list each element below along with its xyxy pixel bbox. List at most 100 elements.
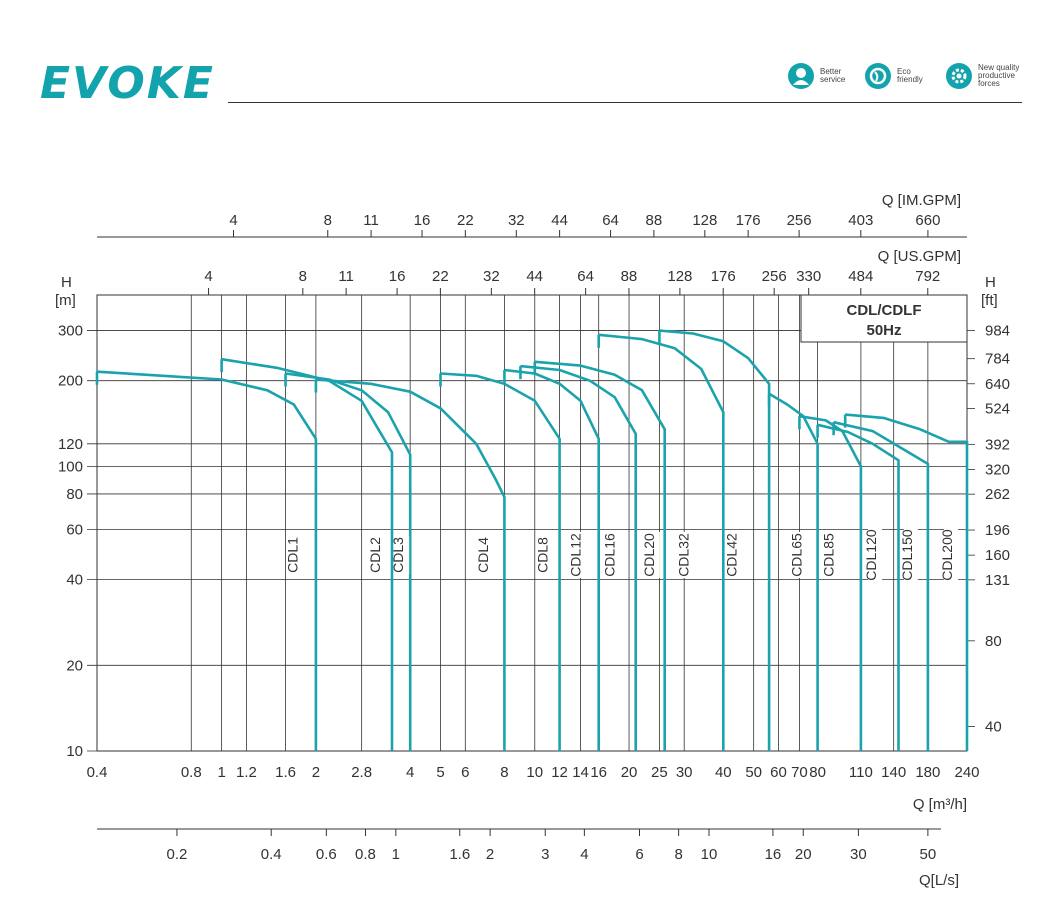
usgpm-tick-label: 8 <box>299 268 307 285</box>
series-label-bg <box>825 532 840 578</box>
series-label-bg <box>903 528 918 582</box>
y-right-tick-label: 196 <box>985 522 1010 539</box>
y-right-tick-label: 640 <box>985 376 1010 393</box>
y-right-axis-label: [ft] <box>981 292 998 309</box>
x-tick-label: 4 <box>406 764 414 781</box>
x-tick-label: 25 <box>651 764 668 781</box>
x-tick-label: 20 <box>621 764 638 781</box>
x-tick-label: 0.8 <box>181 764 202 781</box>
usgpm-tick-label: 64 <box>577 268 594 285</box>
x-tick-label: 2.8 <box>351 764 372 781</box>
y-left-axis-label-unit: [m] <box>55 292 76 309</box>
imgpm-tick-label: 128 <box>692 212 717 229</box>
y-right-tick-label: 984 <box>985 323 1010 340</box>
badge-label: Eco <box>897 67 911 76</box>
y-right-tick-label: 40 <box>985 718 1002 735</box>
series-label: CDL32 <box>676 533 692 577</box>
series-curve-cdl1 <box>96 370 318 751</box>
series-label: CDL200 <box>939 529 955 581</box>
imgpm-tick-label: 64 <box>602 212 619 229</box>
ls-tick-label: 20 <box>795 846 812 863</box>
x-tick-label: 180 <box>915 764 940 781</box>
series-label: CDL85 <box>821 533 837 577</box>
series-curve-cdl200 <box>845 413 969 751</box>
chart-labels: 0.4 0.8 1 1.2 1.6 2 2.8 4 5 6 8 10 12 14 16 20 25 30 40 50 6… <box>55 192 1010 889</box>
y-left-tick-label: 120 <box>58 436 83 453</box>
chart-curves <box>95 329 969 751</box>
usgpm-tick-label: 330 <box>796 268 821 285</box>
series-label: CDL42 <box>723 533 739 577</box>
ls-tick-label: 0.2 <box>167 846 188 863</box>
ls-tick-label: 6 <box>635 846 643 863</box>
y-right-tick-label: 160 <box>985 547 1010 564</box>
x-tick-label: 40 <box>715 764 732 781</box>
series-curve-cdl42 <box>659 329 771 751</box>
series-label-bg <box>868 528 883 582</box>
series-label-bg <box>793 532 808 578</box>
imgpm-tick-label: 176 <box>736 212 761 229</box>
imgpm-tick-label: 660 <box>915 212 940 229</box>
y-right-tick-label: 80 <box>985 633 1002 650</box>
usgpm-tick-label: 4 <box>204 268 212 285</box>
usgpm-tick-label: 256 <box>762 268 787 285</box>
y-right-tick-label: 320 <box>985 461 1010 478</box>
series-label-bg <box>371 536 386 574</box>
x-tick-label: 1.2 <box>236 764 257 781</box>
imgpm-tick-label: 88 <box>646 212 663 229</box>
y-right-tick-label: 262 <box>985 486 1010 503</box>
badge-label: productive <box>978 71 1015 80</box>
y-left-tick-label: 20 <box>66 657 83 674</box>
y-left-tick-label: 40 <box>66 572 83 589</box>
usgpm-tick-label: 16 <box>389 268 406 285</box>
x-tick-label: 110 <box>849 764 873 781</box>
series-label-bg <box>539 536 554 574</box>
badge-label: New quality <box>978 63 1020 72</box>
imgpm-tick-label: 11 <box>363 212 379 229</box>
series-label: CDL20 <box>641 533 657 577</box>
chart-title: CDL/CDLF <box>847 302 922 319</box>
series-label: CDL2 <box>367 537 383 573</box>
usgpm-tick-label: 88 <box>621 268 638 285</box>
gear-icon <box>946 63 972 89</box>
x-tick-label: 50 <box>745 764 762 781</box>
y-left-tick-label: 300 <box>58 323 83 340</box>
ls-tick-label: 0.4 <box>261 846 282 863</box>
badge-label: Better <box>820 67 842 76</box>
series-label-bg <box>680 532 695 578</box>
series-curve-cdl20 <box>534 360 666 751</box>
ls-tick-label: 30 <box>850 846 867 863</box>
series-curve-cdl3 <box>285 372 412 751</box>
service-person-icon <box>788 63 814 89</box>
x-tick-label: 10 <box>526 764 543 781</box>
usgpm-tick-label: 44 <box>526 268 543 285</box>
imgpm-tick-label: 403 <box>848 212 873 229</box>
usgpm-tick-label: 128 <box>667 268 692 285</box>
series-curve-cdl12 <box>504 368 600 751</box>
y-left-tick-label: 10 <box>66 743 83 760</box>
series-label: CDL16 <box>602 533 618 577</box>
ls-tick-label: 1.6 <box>449 846 470 863</box>
usgpm-axis-label: Q [US.GPM] <box>878 248 961 265</box>
y-left-tick-label: 60 <box>66 522 83 539</box>
series-label-bg <box>289 536 304 574</box>
series-curve-cdl4 <box>315 378 506 751</box>
series-label: CDL1 <box>285 537 301 573</box>
x-tick-label: 60 <box>770 764 787 781</box>
x-tick-label: 1.6 <box>275 764 296 781</box>
y-right-tick-label: 524 <box>985 400 1010 417</box>
y-right-tick-label: 784 <box>985 351 1010 368</box>
series-label: CDL65 <box>788 533 804 577</box>
series-curve-cdl8 <box>440 372 561 751</box>
x-tick-label: 30 <box>676 764 693 781</box>
series-curve-cdl120 <box>817 423 900 751</box>
imgpm-tick-label: 256 <box>787 212 812 229</box>
imgpm-tick-label: 44 <box>551 212 568 229</box>
badge-label: service <box>820 75 846 84</box>
series-label: CDL150 <box>899 529 915 581</box>
series-curve-cdl2 <box>221 357 394 751</box>
imgpm-tick-label: 16 <box>414 212 431 229</box>
series-curve-cdl16 <box>520 364 637 751</box>
ls-tick-label: 2 <box>486 846 494 863</box>
x-tick-label: 0.4 <box>87 764 108 781</box>
